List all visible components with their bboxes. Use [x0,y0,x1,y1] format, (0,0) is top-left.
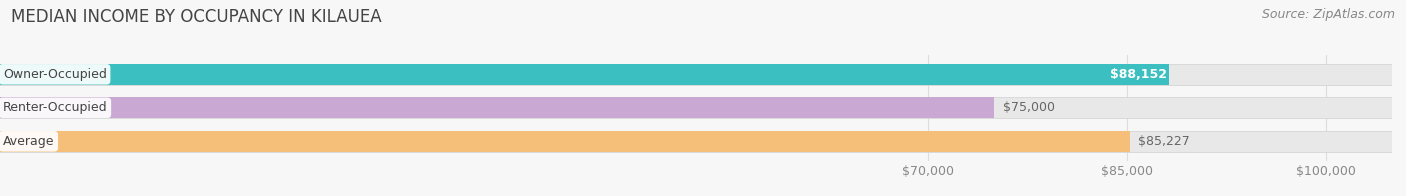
Text: $88,152: $88,152 [1111,68,1167,81]
Text: Average: Average [3,135,55,148]
Bar [0,64,1168,85]
Text: Owner-Occupied: Owner-Occupied [3,68,107,81]
Text: Renter-Occupied: Renter-Occupied [3,101,107,114]
Text: $85,227: $85,227 [1139,135,1189,148]
Text: MEDIAN INCOME BY OCCUPANCY IN KILAUEA: MEDIAN INCOME BY OCCUPANCY IN KILAUEA [11,8,382,26]
Text: Source: ZipAtlas.com: Source: ZipAtlas.com [1261,8,1395,21]
Bar [0,97,1392,118]
Bar [0,64,1392,85]
Bar [0,131,1130,152]
Bar [0,131,1392,152]
Bar [0,97,994,118]
Text: $75,000: $75,000 [1002,101,1054,114]
